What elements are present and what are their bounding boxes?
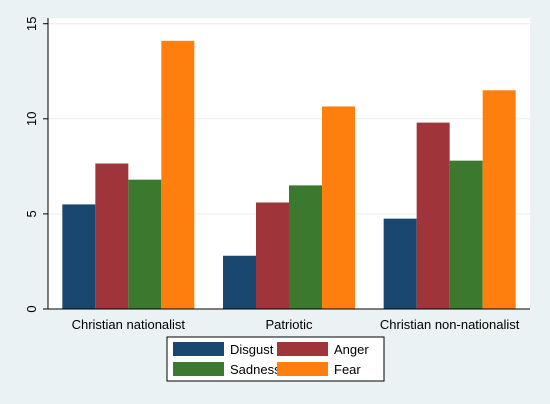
legend-swatch-fear [277,362,328,376]
legend-items: Disgust Anger Sadness Fear [173,342,369,377]
bar-sadness-0 [128,179,162,309]
legend-swatch-disgust [173,342,224,356]
y-ticks: 0 5 10 15 [24,16,48,313]
legend-label-sadness: Sadness [230,362,281,377]
bar-sadness-2 [449,160,483,309]
x-tick-label: Christian nationalist [72,317,186,332]
bar-disgust-2 [383,218,417,309]
legend-swatch-anger [277,342,328,356]
bars [62,40,516,310]
y-tick-label: 15 [24,16,39,30]
legend-swatch-sadness [173,362,224,376]
legend: Disgust Anger Sadness Fear [166,336,385,382]
bar-fear-0 [161,40,195,310]
x-tick-label: Patriotic [266,317,313,332]
bar-fear-1 [322,106,355,309]
legend-label-disgust: Disgust [230,342,274,357]
y-tick-label: 10 [24,112,39,126]
y-tick-label: 0 [24,305,39,312]
legend-label-anger: Anger [334,342,369,357]
bar-disgust-1 [223,255,256,309]
bar-anger-2 [416,122,450,309]
bar-anger-0 [95,163,129,309]
bar-sadness-1 [289,185,322,309]
bar-fear-2 [482,90,516,310]
bar-anger-1 [256,202,289,309]
bar-disgust-0 [62,204,96,309]
legend-label-fear: Fear [334,362,361,377]
x-tick-label: Christian non-nationalist [380,317,520,332]
x-tick-labels: Christian nationalist Patriotic Christian … [72,317,520,332]
y-tick-label: 5 [24,210,39,217]
